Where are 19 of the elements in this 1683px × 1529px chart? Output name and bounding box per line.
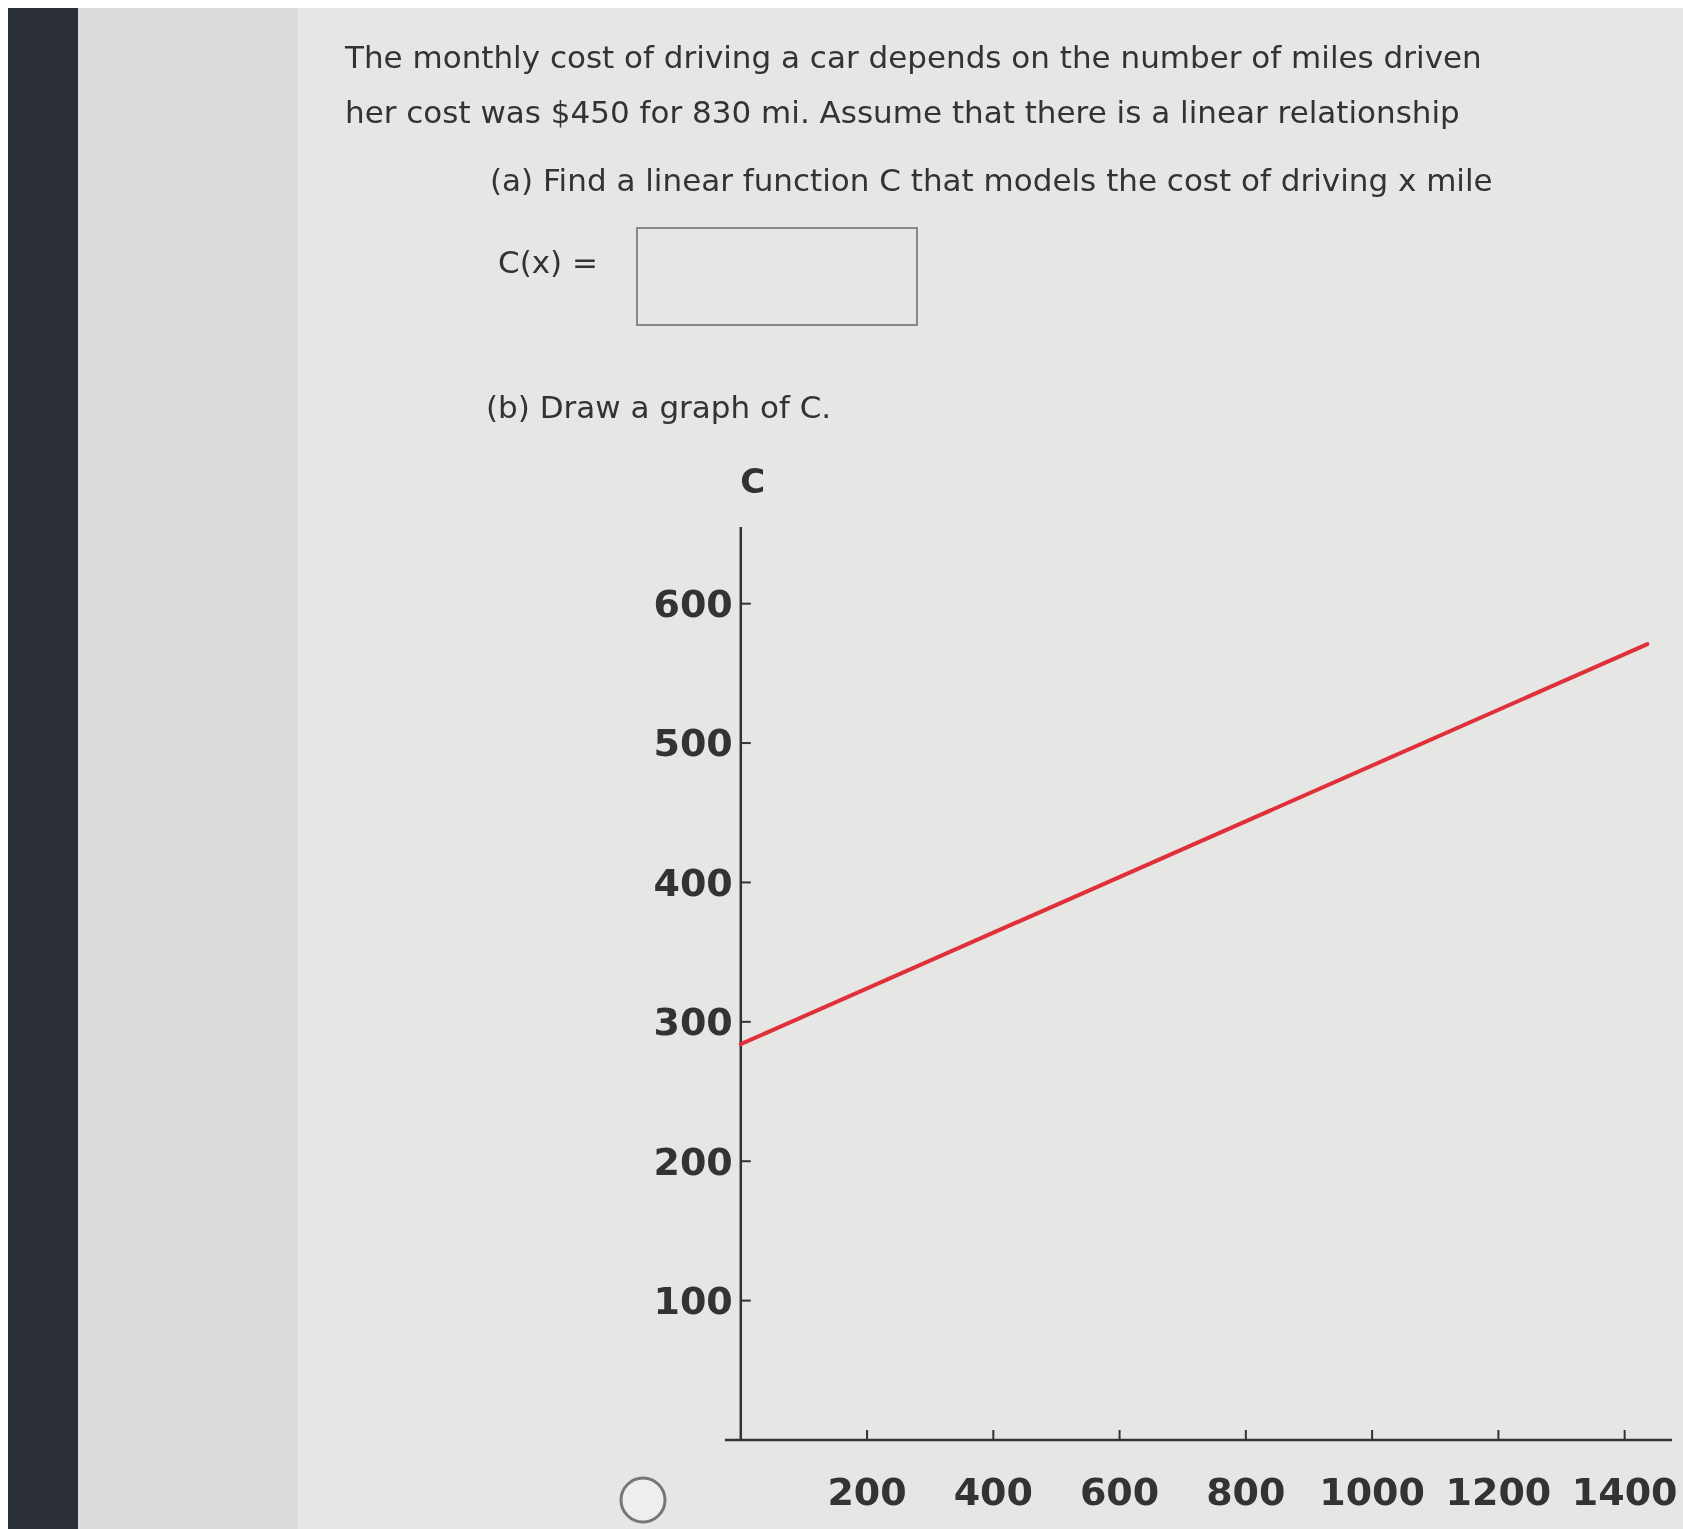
y-tick-label: 400 <box>653 860 733 905</box>
text: her cost was $450 for 830 mi. Assume that there is a linear relationship <box>345 94 1460 130</box>
x-tick-label: 600 <box>1079 1470 1160 1514</box>
y-tick-label: 600 <box>653 581 733 626</box>
x-tick-label: 1400 <box>1571 1470 1678 1514</box>
y-tick-label: 100 <box>653 1278 733 1323</box>
x-tick-label: 200 <box>827 1470 907 1514</box>
x-tick-label: 1200 <box>1445 1470 1552 1514</box>
y-tick-label: 300 <box>653 1000 733 1045</box>
text: (b) Draw a graph of C. <box>486 389 832 425</box>
text: (a) Find a linear function C that models the cost of driving x mile <box>490 162 1493 198</box>
y-tick-label: 500 <box>653 721 733 766</box>
x-tick-label: 1000 <box>1319 1470 1425 1514</box>
text: C(x) = <box>498 244 599 280</box>
x-tick-label: 800 <box>1206 1470 1286 1514</box>
y-tick-label: 200 <box>653 1139 733 1184</box>
chart-title: The monthly cost of driving a car depends on the number of miles driven <box>344 39 1482 75</box>
y-axis-title: C <box>740 461 766 501</box>
x-tick-label: 400 <box>953 1470 1033 1514</box>
